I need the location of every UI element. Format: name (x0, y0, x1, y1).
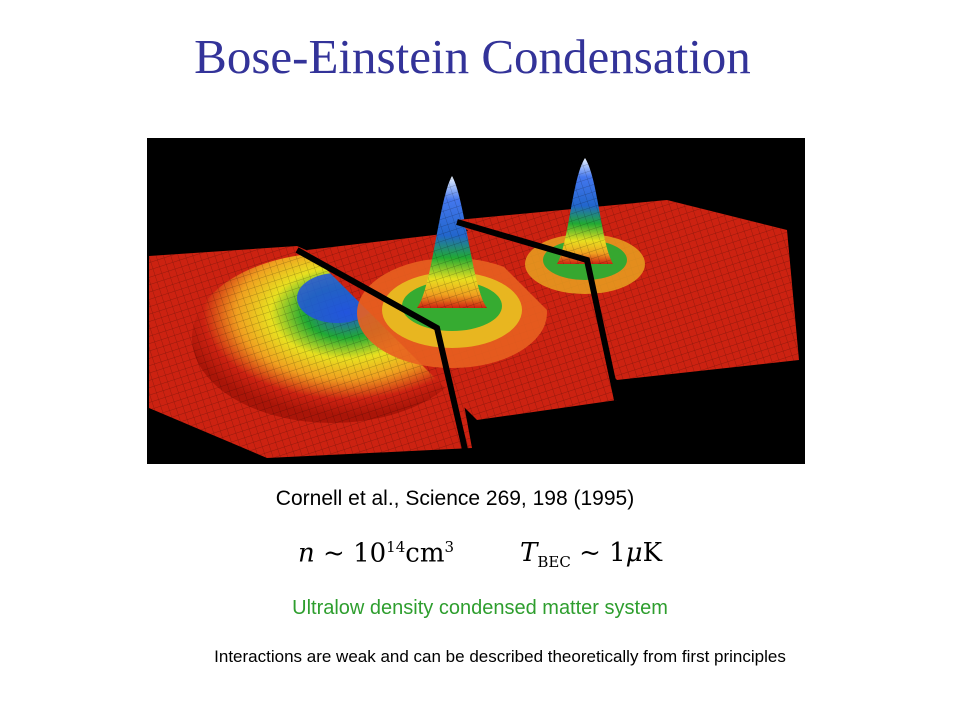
density-symbol: n (298, 538, 315, 569)
citation-text: Cornell et al., Science 269, 198 (1995) (275, 487, 635, 510)
density-exponent: 14 (386, 538, 406, 556)
temperature-symbol: T (520, 538, 538, 568)
density-unit: cm (405, 538, 445, 569)
bec-velocity-distribution-image (147, 138, 805, 464)
temperature-value: 1 (609, 538, 626, 568)
subtitle-text: Ultralow density condensed matter system (292, 597, 668, 619)
temperature-unit-prefix: μ (625, 538, 643, 568)
temperature-subscript: BEC (537, 553, 571, 572)
right-panel-pure-condensate (457, 158, 799, 380)
density-expression: n ~ 1014cm3 (298, 538, 454, 569)
temperature-unit: K (642, 538, 663, 568)
density-unit-exponent: 3 (444, 538, 455, 556)
middle-panel-condensate (307, 176, 617, 420)
density-base: 10 (353, 538, 387, 569)
density-approx-symbol: ~ (323, 538, 345, 569)
note-text: Interactions are weak and can be describ… (214, 647, 786, 666)
surface-plot-graphic (149, 158, 799, 459)
formula-density-temperature: n ~ 1014cm3 TBEC ~ 1μK (298, 538, 718, 582)
temperature-approx-symbol: ~ (579, 538, 601, 568)
slide-title: Bose-Einstein Condensation (194, 29, 751, 84)
temperature-expression: TBEC ~ 1μK (520, 538, 662, 571)
